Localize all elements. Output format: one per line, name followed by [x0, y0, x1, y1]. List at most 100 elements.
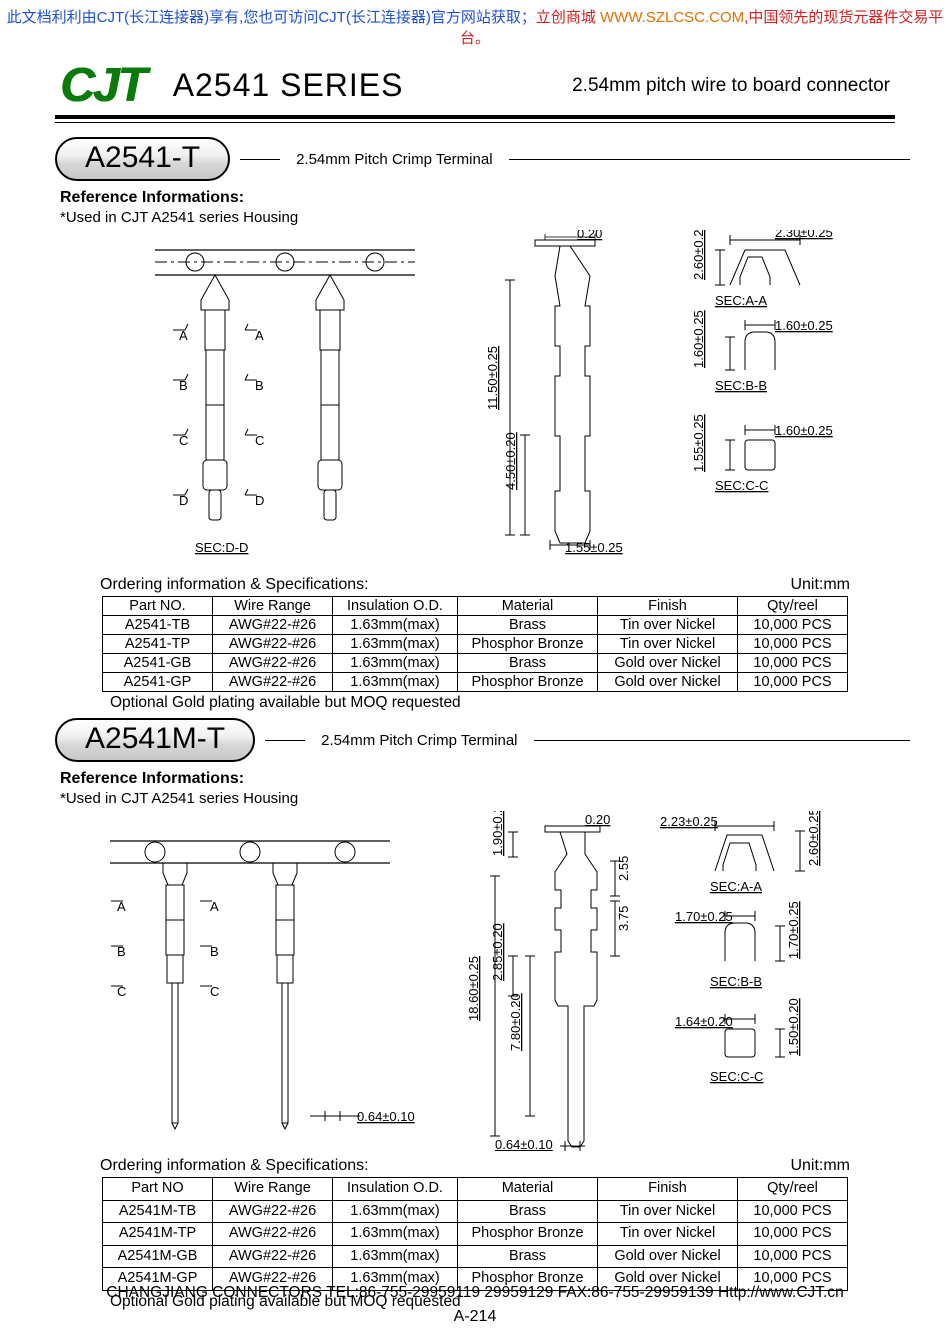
table-cell: Gold over Nickel — [598, 654, 738, 673]
table-cell: 10,000 PCS — [738, 635, 848, 654]
header-row: CJT A2541 SERIES 2.54mm pitch wire to bo… — [0, 50, 950, 113]
col-partno: Part NO — [103, 1178, 213, 1201]
opt-note-1: Optional Gold plating available but MOQ … — [110, 694, 950, 712]
footer: CHANGJIANG CONNECTORS TEL:86-755-2995911… — [0, 1284, 950, 1326]
col-mat: Material — [458, 1178, 598, 1201]
table-cell: 1.63mm(max) — [333, 635, 458, 654]
table-cell: 1.63mm(max) — [333, 654, 458, 673]
table-row: A2541-TBAWG#22-#261.63mm(max)BrassTin ov… — [103, 616, 848, 635]
subtitle: 2.54mm pitch wire to board connector — [572, 75, 890, 97]
table-cell: AWG#22-#26 — [213, 1245, 333, 1268]
col-fin: Finish — [598, 597, 738, 616]
table-cell: Brass — [458, 616, 598, 635]
table-header-row: Part NO. Wire Range Insulation O.D. Mate… — [103, 597, 848, 616]
table-cell: Gold over Nickel — [598, 1245, 738, 1268]
ref-note-2: *Used in CJT A2541 series Housing — [60, 790, 950, 807]
ref-block-1: Reference Informations: *Used in CJT A25… — [60, 189, 950, 226]
svg-text:SEC:C-C: SEC:C-C — [710, 1069, 763, 1084]
col-fin: Finish — [598, 1178, 738, 1201]
banner-part1: 此文档利利由CJT(长江连接器)享有,您也可访问CJT(长江连接器)官方网站获取… — [7, 9, 536, 26]
col-ins: Insulation O.D. — [333, 597, 458, 616]
col-qty: Qty/reel — [738, 1178, 848, 1201]
table-cell: AWG#22-#26 — [213, 1223, 333, 1246]
table-cell: A2541M-TB — [103, 1200, 213, 1223]
rule-thick — [55, 115, 895, 119]
col-wire: Wire Range — [213, 597, 333, 616]
svg-text:2.23±0.25: 2.23±0.25 — [660, 814, 718, 829]
svg-text:1.60±0.25: 1.60±0.25 — [775, 318, 833, 333]
table-cell: AWG#22-#26 — [213, 673, 333, 692]
table-cell: 10,000 PCS — [738, 616, 848, 635]
table-cell: Tin over Nickel — [598, 635, 738, 654]
unit-1: Unit:mm — [790, 576, 850, 594]
table-cell: A2541M-GB — [103, 1245, 213, 1268]
svg-text:SEC:C-C: SEC:C-C — [715, 478, 768, 493]
pill-1: A2541-T — [55, 137, 230, 181]
table-cell: 10,000 PCS — [738, 1245, 848, 1268]
banner-url: WWW.SZLCSC.COM — [600, 9, 744, 26]
drawing-2: AA BB CC 0.64±0.10 0.20 1.90±0.20 — [55, 811, 895, 1151]
svg-text:0.64±0.10: 0.64±0.10 — [357, 1109, 415, 1124]
pill-desc-1: 2.54mm Pitch Crimp Terminal — [290, 151, 498, 168]
unit-2: Unit:mm — [790, 1157, 850, 1175]
table-cell: Phosphor Bronze — [458, 673, 598, 692]
svg-text:1.70±0.25: 1.70±0.25 — [786, 901, 801, 959]
table-cell: Tin over Nickel — [598, 1223, 738, 1246]
table-cell: 1.63mm(max) — [333, 673, 458, 692]
table-cell: 10,000 PCS — [738, 673, 848, 692]
rule-thin — [55, 122, 895, 123]
svg-text:2.60±0.25: 2.60±0.25 — [691, 230, 706, 280]
ref-title-1: Reference Informations: — [60, 189, 950, 207]
table-header-row: Part NO Wire Range Insulation O.D. Mater… — [103, 1178, 848, 1201]
svg-text:7.80±0.20: 7.80±0.20 — [508, 993, 523, 1051]
ref-block-2: Reference Informations: *Used in CJT A25… — [60, 770, 950, 807]
table-cell: A2541-GP — [103, 673, 213, 692]
table-cell: 10,000 PCS — [738, 1200, 848, 1223]
svg-text:1.64±0.20: 1.64±0.20 — [675, 1014, 733, 1029]
spec-title-1: Ordering information & Specifications: — [100, 576, 369, 594]
col-partno: Part NO. — [103, 597, 213, 616]
spec-title-2: Ordering information & Specifications: — [100, 1157, 369, 1175]
svg-text:1.50±0.20: 1.50±0.20 — [786, 998, 801, 1056]
table-cell: AWG#22-#26 — [213, 635, 333, 654]
svg-text:1.55±0.25: 1.55±0.25 — [565, 540, 623, 555]
page-number: A-214 — [0, 1308, 950, 1326]
spec-head-2: Ordering information & Specifications: U… — [100, 1157, 850, 1175]
svg-text:SEC:A-A: SEC:A-A — [710, 879, 762, 894]
svg-text:2.85±0.20: 2.85±0.20 — [490, 923, 505, 981]
series-title: A2541 SERIES — [173, 67, 404, 104]
table-row: A2541M-TPAWG#22-#261.63mm(max)Phosphor B… — [103, 1223, 848, 1246]
svg-text:1.60±0.25: 1.60±0.25 — [775, 423, 833, 438]
table-cell: A2541-TB — [103, 616, 213, 635]
svg-text:2.55: 2.55 — [616, 856, 631, 881]
svg-text:0.20: 0.20 — [585, 812, 610, 827]
col-qty: Qty/reel — [738, 597, 848, 616]
table-cell: Tin over Nickel — [598, 616, 738, 635]
svg-text:3.75: 3.75 — [616, 906, 631, 931]
svg-text:0.64±0.10: 0.64±0.10 — [495, 1137, 553, 1151]
table-cell: 1.63mm(max) — [333, 616, 458, 635]
table-cell: 10,000 PCS — [738, 654, 848, 673]
table-cell: Brass — [458, 654, 598, 673]
pill-line-l2 — [265, 740, 305, 741]
table-cell: AWG#22-#26 — [213, 1200, 333, 1223]
pill-line-l — [240, 159, 280, 160]
table-cell: A2541-GB — [103, 654, 213, 673]
svg-text:1.70±0.25: 1.70±0.25 — [675, 909, 733, 924]
top-banner: 此文档利利由CJT(长江连接器)享有,您也可访问CJT(长江连接器)官方网站获取… — [0, 0, 950, 50]
table-cell: A2541M-TP — [103, 1223, 213, 1246]
table-row: A2541M-GBAWG#22-#261.63mm(max)BrassGold … — [103, 1245, 848, 1268]
svg-text:SEC:A-A: SEC:A-A — [715, 293, 767, 308]
pill-desc-2: 2.54mm Pitch Crimp Terminal — [315, 732, 523, 749]
table-cell: Brass — [458, 1200, 598, 1223]
table-row: A2541-GBAWG#22-#261.63mm(max)BrassGold o… — [103, 654, 848, 673]
table-row: A2541M-TBAWG#22-#261.63mm(max)BrassTin o… — [103, 1200, 848, 1223]
pill-2: A2541M-T — [55, 718, 255, 762]
svg-text:11.50±0.25: 11.50±0.25 — [485, 346, 500, 410]
table-cell: 10,000 PCS — [738, 1223, 848, 1246]
cjt-logo: CJT — [60, 58, 145, 113]
table-cell: Phosphor Bronze — [458, 635, 598, 654]
svg-text:SEC:B-B: SEC:B-B — [710, 974, 762, 989]
svg-text:2.30±0.25: 2.30±0.25 — [775, 230, 833, 240]
spec-table-2: Part NO Wire Range Insulation O.D. Mater… — [102, 1177, 848, 1291]
